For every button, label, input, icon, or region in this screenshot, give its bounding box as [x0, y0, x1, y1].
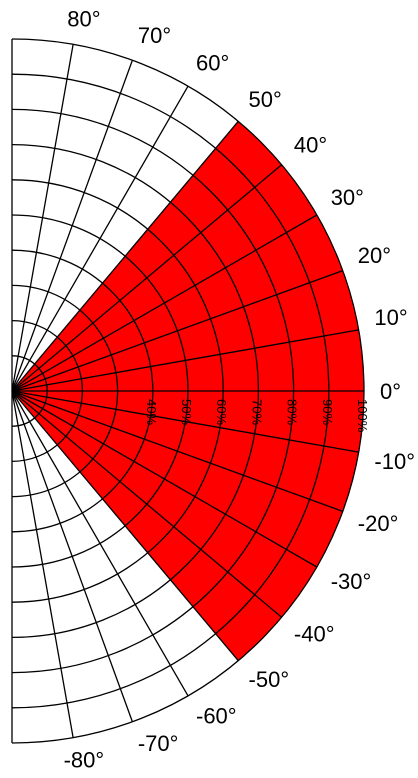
angle-spoke — [11, 120, 239, 392]
angle-spoke — [11, 390, 283, 618]
angle-tick-label: -80° — [64, 747, 105, 772]
angle-spoke — [11, 164, 283, 392]
angle-spoke — [11, 390, 189, 697]
angle-tick-label: 40° — [294, 132, 327, 157]
angle-tick-label: 0° — [380, 379, 401, 404]
angle-tick-label: -60° — [196, 704, 237, 729]
angle-tick-label: 10° — [374, 305, 407, 330]
radial-tick-label: 40% — [144, 399, 159, 425]
angle-tick-label: -50° — [249, 667, 290, 692]
angle-spoke — [11, 85, 189, 392]
angle-tick-label: -70° — [138, 731, 179, 756]
radial-tick-label: 80% — [285, 399, 300, 425]
angle-spoke — [11, 60, 134, 392]
angle-spoke — [11, 390, 343, 513]
angle-spoke — [11, 390, 318, 568]
labels-layer: 80° 70° 60° 50° 40° 30° 20° 10° 0° -10° -20° -30° -4… — [64, 7, 415, 773]
angle-tick-label: 30° — [331, 185, 364, 210]
angle-spoke — [11, 390, 359, 453]
angle-tick-label: 60° — [196, 50, 229, 75]
angle-spoke — [11, 390, 74, 738]
angle-tick-label: 80° — [67, 7, 100, 32]
angle-spoke — [11, 44, 74, 392]
angle-tick-label: 70° — [138, 23, 171, 48]
angle-spoke — [11, 390, 239, 662]
radial-tick-label: 70% — [249, 399, 264, 425]
angle-tick-label: -40° — [294, 622, 335, 647]
angle-spoke — [11, 329, 359, 392]
angle-tick-label: 20° — [358, 243, 391, 268]
angle-tick-label: -20° — [358, 511, 399, 536]
angle-tick-label: 50° — [249, 87, 282, 112]
angle-tick-label: -10° — [374, 449, 415, 474]
radial-tick-label: 100% — [355, 399, 370, 433]
radial-tick-label: 50% — [179, 399, 194, 425]
angle-tick-label: -30° — [331, 569, 372, 594]
angle-spoke — [11, 390, 134, 722]
polar-grid — [11, 38, 365, 744]
radial-tick-label: 60% — [214, 399, 229, 425]
angle-spoke — [11, 269, 343, 392]
angle-spoke — [11, 214, 318, 392]
radial-tick-label: 90% — [320, 399, 335, 425]
